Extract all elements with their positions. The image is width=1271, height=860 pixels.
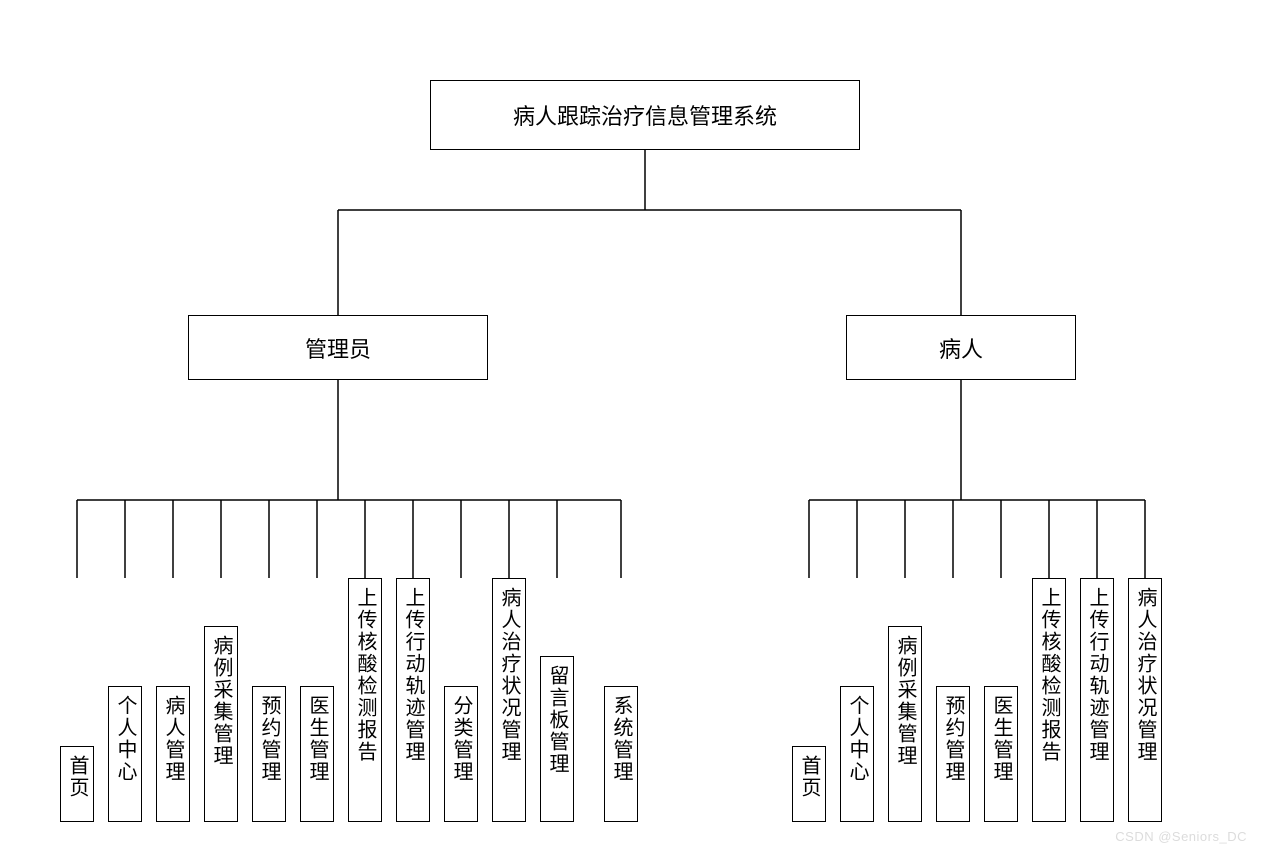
leaf-label: 病例采集管理 bbox=[895, 635, 915, 767]
leaf-label: 上传核酸检测报告 bbox=[355, 587, 375, 763]
leaf-node: 首页 bbox=[60, 746, 94, 822]
leaf-node: 医生管理 bbox=[984, 686, 1018, 822]
tree-diagram: 病人跟踪治疗信息管理系统 管理员 病人 首页 个人中心 病人管理 病例采集管理 预约管理… bbox=[0, 0, 1271, 860]
leaf-node: 个人中心 bbox=[108, 686, 142, 822]
patient-label: 病人 bbox=[939, 332, 983, 364]
leaf-node: 预约管理 bbox=[936, 686, 970, 822]
leaf-node: 系统管理 bbox=[604, 686, 638, 822]
leaf-label: 上传行动轨迹管理 bbox=[403, 587, 423, 763]
leaf-label: 上传行动轨迹管理 bbox=[1087, 587, 1107, 763]
leaf-label: 系统管理 bbox=[611, 695, 631, 783]
leaf-node: 病例采集管理 bbox=[204, 626, 238, 822]
leaf-node: 上传核酸检测报告 bbox=[1032, 578, 1066, 822]
leaf-node: 上传行动轨迹管理 bbox=[1080, 578, 1114, 822]
leaf-label: 病人管理 bbox=[163, 695, 183, 783]
leaf-label: 病人治疗状况管理 bbox=[499, 587, 519, 763]
leaf-label: 预约管理 bbox=[259, 695, 279, 783]
leaf-label: 个人中心 bbox=[847, 695, 867, 783]
leaf-label: 上传核酸检测报告 bbox=[1039, 587, 1059, 763]
leaf-label: 医生管理 bbox=[991, 695, 1011, 783]
leaf-label: 首页 bbox=[67, 755, 87, 799]
leaf-node: 病例采集管理 bbox=[888, 626, 922, 822]
leaf-label: 预约管理 bbox=[943, 695, 963, 783]
leaf-node: 病人治疗状况管理 bbox=[1128, 578, 1162, 822]
leaf-label: 留言板管理 bbox=[547, 665, 567, 775]
leaf-node: 分类管理 bbox=[444, 686, 478, 822]
leaf-node: 上传核酸检测报告 bbox=[348, 578, 382, 822]
root-label: 病人跟踪治疗信息管理系统 bbox=[513, 99, 777, 131]
watermark-text: CSDN @Seniors_DC bbox=[1115, 829, 1247, 844]
patient-node: 病人 bbox=[846, 315, 1076, 380]
leaf-label: 医生管理 bbox=[307, 695, 327, 783]
leaf-node: 病人管理 bbox=[156, 686, 190, 822]
leaf-node: 医生管理 bbox=[300, 686, 334, 822]
leaf-node: 首页 bbox=[792, 746, 826, 822]
leaf-label: 病人治疗状况管理 bbox=[1135, 587, 1155, 763]
leaf-label: 首页 bbox=[799, 755, 819, 799]
leaf-node: 个人中心 bbox=[840, 686, 874, 822]
admin-node: 管理员 bbox=[188, 315, 488, 380]
leaf-node: 上传行动轨迹管理 bbox=[396, 578, 430, 822]
leaf-label: 病例采集管理 bbox=[211, 635, 231, 767]
leaf-node: 病人治疗状况管理 bbox=[492, 578, 526, 822]
leaf-node: 预约管理 bbox=[252, 686, 286, 822]
admin-label: 管理员 bbox=[305, 332, 371, 364]
leaf-label: 分类管理 bbox=[451, 695, 471, 783]
root-node: 病人跟踪治疗信息管理系统 bbox=[430, 80, 860, 150]
leaf-node: 留言板管理 bbox=[540, 656, 574, 822]
leaf-label: 个人中心 bbox=[115, 695, 135, 783]
